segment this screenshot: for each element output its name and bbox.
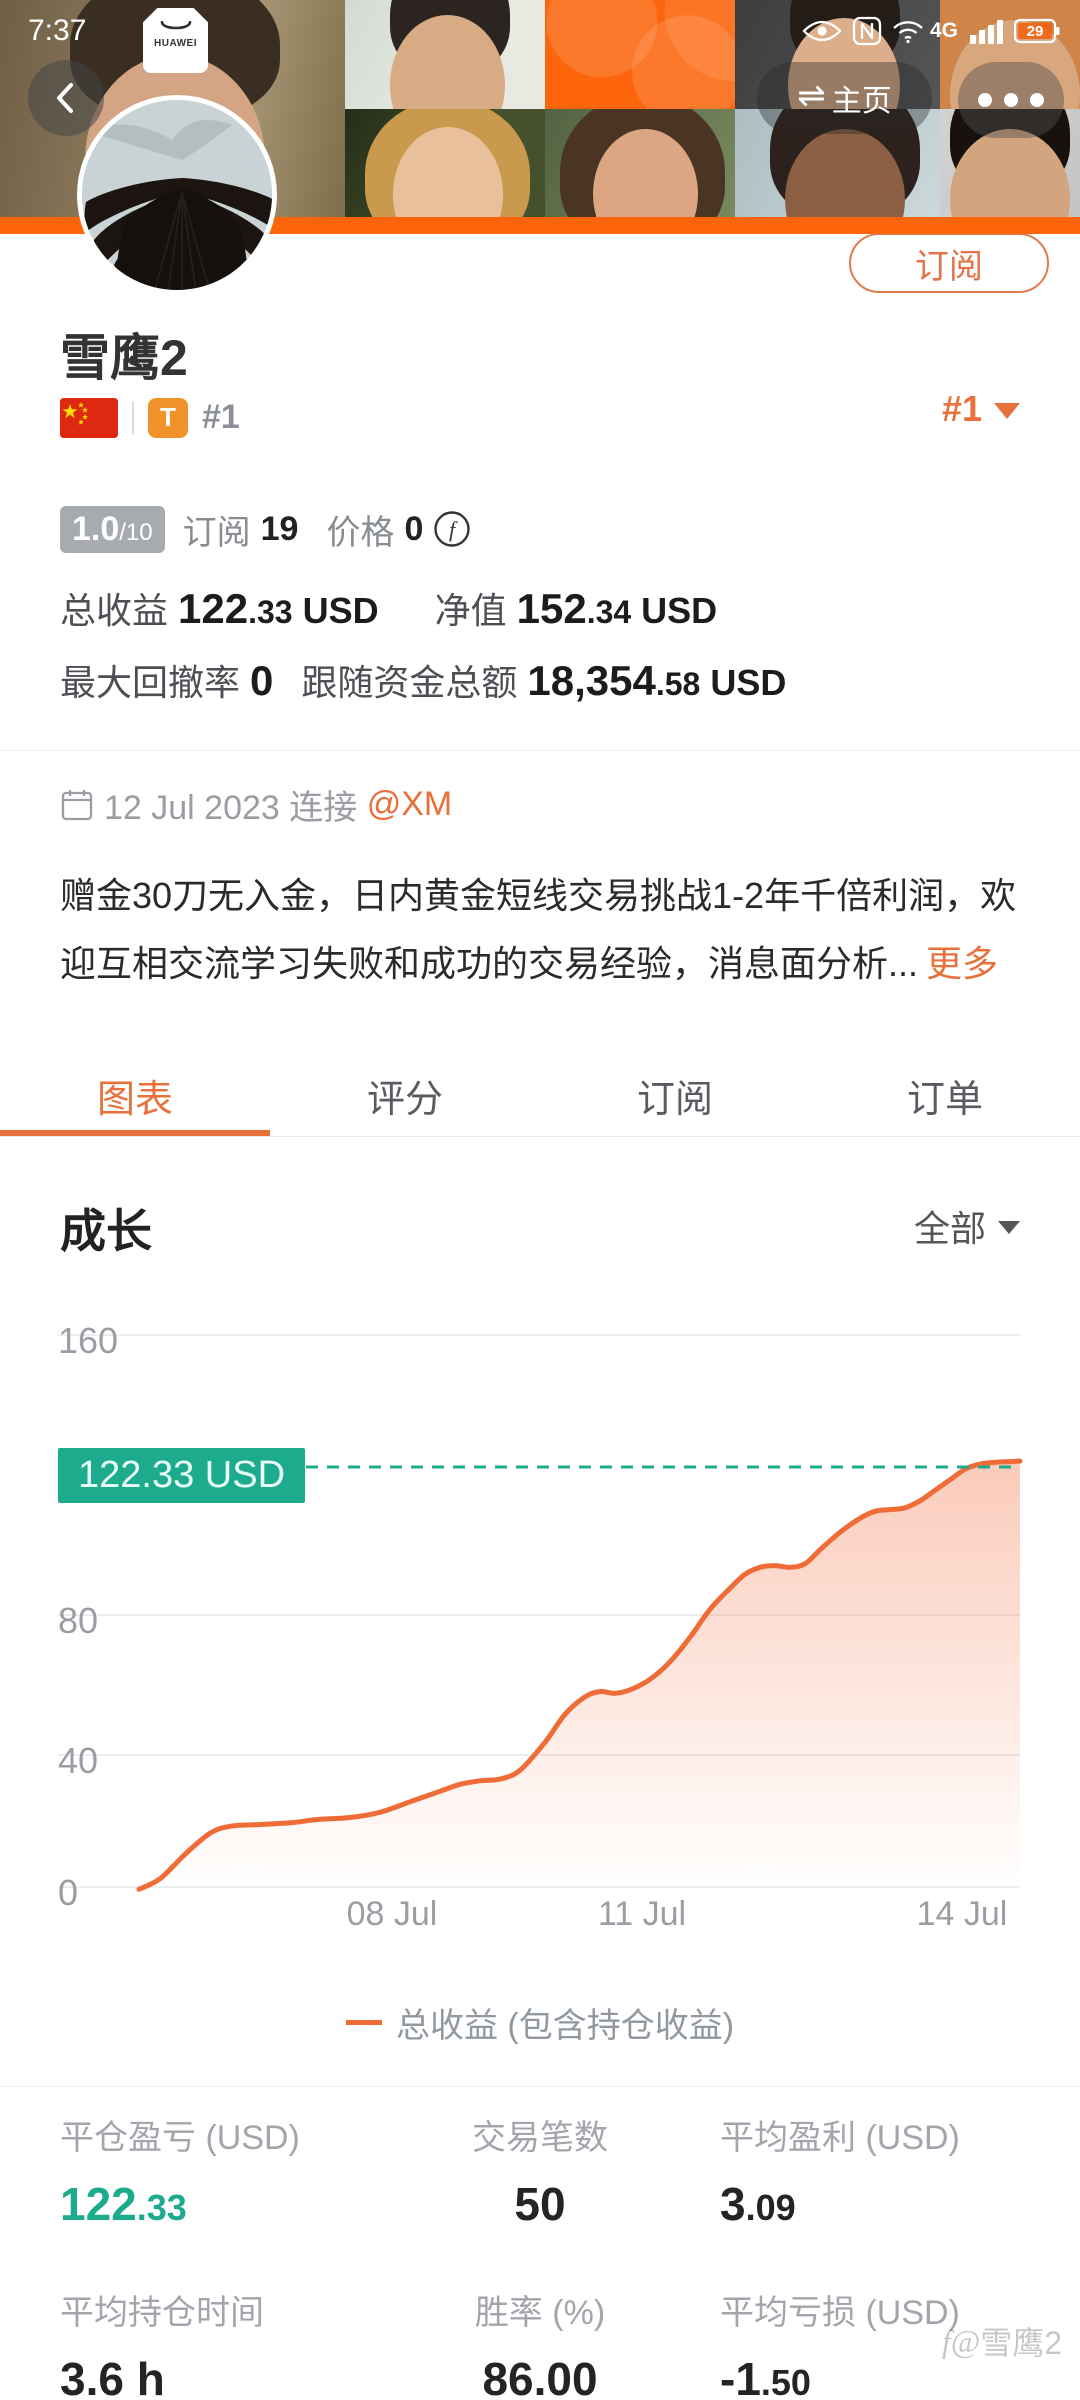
svg-text:f: f <box>449 517 458 542</box>
svg-text:29: 29 <box>1027 23 1044 40</box>
